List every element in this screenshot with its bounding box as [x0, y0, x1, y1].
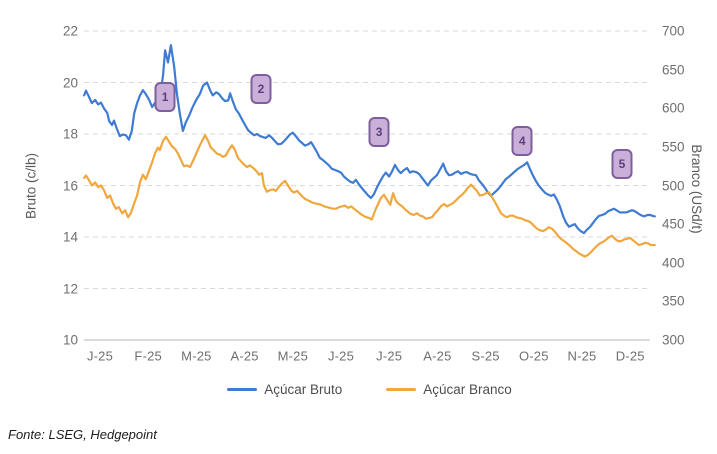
legend-item-bruto: Açúcar Bruto	[227, 382, 342, 397]
series-line-acucar-bruto	[82, 44, 656, 235]
y-axis-tick-left: 14	[62, 229, 78, 245]
x-axis-tick: J-25	[376, 348, 403, 364]
annotation-marker-5: 5	[611, 149, 633, 180]
y-axis-tick-right: 500	[662, 177, 685, 193]
y-axis-tick-left: 18	[62, 126, 78, 142]
x-axis-tick: F-25	[134, 348, 162, 364]
legend-label: Açúcar Bruto	[264, 382, 343, 397]
series-line-acucar-branco	[82, 134, 656, 258]
legend-item-branco: Açúcar Branco	[386, 382, 512, 397]
x-axis-tick: M-25	[277, 348, 309, 364]
y-axis-tick-left: 16	[62, 177, 78, 193]
y-axis-tick-left: 22	[62, 23, 78, 39]
y-axis-title-right: Branco (USd/t)	[688, 144, 704, 234]
annotation-marker-3: 3	[368, 116, 390, 147]
source-note: Fonte: LSEG, Hedgepoint	[8, 427, 157, 442]
y-axis-tick-right: 350	[662, 293, 685, 309]
y-axis-tick-right: 450	[662, 216, 685, 232]
legend: Açúcar Bruto Açúcar Branco	[84, 382, 655, 397]
y-axis-tick-left: 12	[62, 280, 78, 296]
legend-swatch-branco	[386, 387, 417, 392]
x-axis-tick: J-25	[327, 348, 355, 364]
y-axis-tick-right: 700	[662, 23, 685, 39]
y-axis-tick-right: 600	[662, 100, 685, 116]
x-axis-tick: S-25	[471, 348, 500, 364]
x-axis-tick: A-25	[423, 348, 452, 364]
y-axis-tick-right: 650	[662, 61, 685, 77]
x-axis-tick: A-25	[230, 348, 259, 364]
legend-label: Açúcar Branco	[423, 382, 512, 397]
y-axis-tick-right: 550	[662, 139, 685, 155]
x-axis-tick: O-25	[518, 348, 549, 364]
y-axis-title-left: Bruto (c/lb)	[23, 152, 39, 220]
y-axis-tick-right: 400	[662, 255, 685, 270]
x-axis-tick: N-25	[567, 348, 597, 364]
plot-svg	[82, 30, 656, 341]
annotation-marker-2: 2	[250, 73, 272, 104]
legend-swatch-bruto	[227, 387, 258, 392]
y-axis-tick-left: 10	[62, 332, 78, 348]
annotation-marker-4: 4	[511, 125, 533, 156]
x-axis-tick: D-25	[615, 348, 645, 364]
annotation-marker-1: 1	[154, 81, 176, 112]
y-axis-tick-left: 20	[62, 74, 78, 90]
x-axis-tick: J-25	[86, 348, 114, 364]
y-axis-tick-right: 300	[662, 332, 685, 348]
x-axis-tick: M-25	[181, 348, 212, 364]
